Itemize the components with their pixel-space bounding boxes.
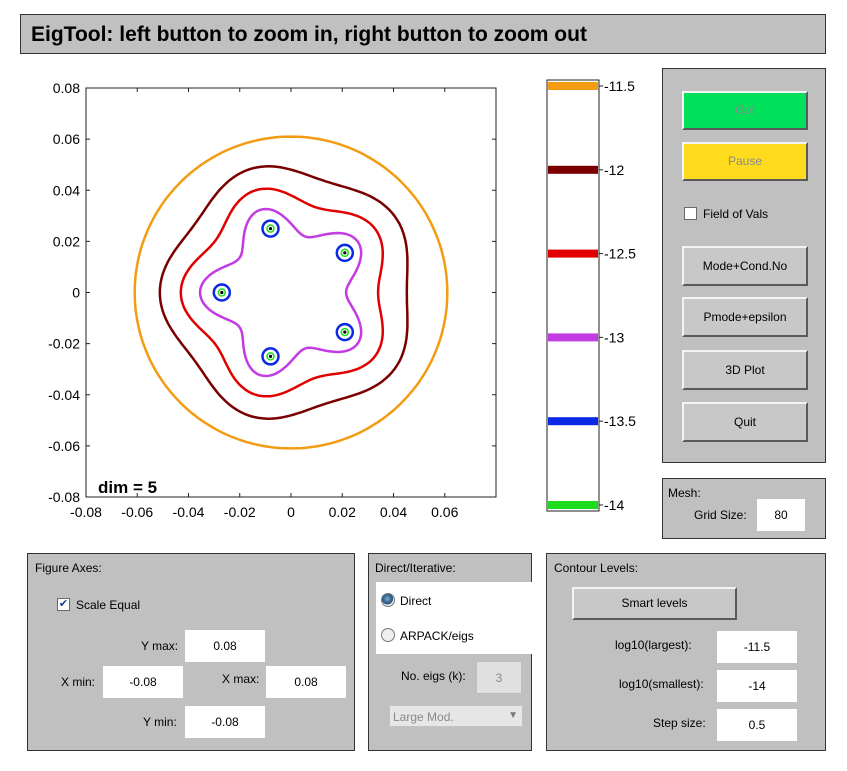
contour-levels-title: Contour Levels: xyxy=(554,561,639,575)
colorbar-label: -13 xyxy=(604,329,624,345)
mode-cond-button[interactable]: Mode+Cond.No xyxy=(682,246,808,286)
quit-button[interactable]: Quit xyxy=(682,402,808,442)
y-tick-label: -0.06 xyxy=(48,438,80,454)
arpack-label: ARPACK/eigs xyxy=(400,629,474,643)
smallest-input[interactable]: -14 xyxy=(717,670,797,702)
figure-axes-title: Figure Axes: xyxy=(35,561,102,575)
xmin-input[interactable]: -0.08 xyxy=(103,666,183,698)
y-tick-label: 0.02 xyxy=(53,233,80,249)
colorbar-label: -11.5 xyxy=(604,78,635,94)
smart-levels-button[interactable]: Smart levels xyxy=(572,587,737,620)
ymin-input[interactable]: -0.08 xyxy=(185,706,265,738)
chevron-down-icon: ▼ xyxy=(508,710,518,721)
largest-input[interactable]: -11.5 xyxy=(717,631,797,663)
y-tick-label: -0.08 xyxy=(48,489,80,505)
y-tick-label: 0.08 xyxy=(53,80,80,96)
step-size-input[interactable]: 0.5 xyxy=(717,709,797,741)
x-tick-label: -0.04 xyxy=(173,504,205,520)
grid-size-input[interactable]: 80 xyxy=(757,499,805,531)
field-of-vals-label: Field of Vals xyxy=(703,207,769,221)
num-eigs-input[interactable]: 3 xyxy=(476,661,522,694)
colorbar: -11.5 -12 -12.5 -13 -13.5 -14 xyxy=(546,78,636,513)
eigenvalue-inner-contour xyxy=(340,248,350,258)
colorbar-label: -13.5 xyxy=(604,413,636,429)
colorbar-swatch xyxy=(548,82,598,90)
colorbar-swatch xyxy=(548,165,598,174)
colorbar-swatch xyxy=(548,333,598,342)
contour-level--13 xyxy=(198,207,363,378)
colorbar-swatch xyxy=(548,417,598,426)
eigenvalue-inner-contour xyxy=(266,352,275,361)
eigenvalue-inner-contour xyxy=(266,224,275,233)
xmax-input[interactable]: 0.08 xyxy=(266,666,346,698)
eigenvalue-dot xyxy=(343,330,347,334)
xmin-label: X min: xyxy=(61,675,96,689)
contour-lines xyxy=(133,135,449,450)
eigenvalue-contour xyxy=(261,219,280,238)
ymin-label: Y min: xyxy=(143,715,177,729)
mesh-title: Mesh: xyxy=(668,486,701,500)
pmode-epsilon-button[interactable]: Pmode+epsilon xyxy=(682,297,808,337)
y-tick-label: 0 xyxy=(72,285,80,301)
eigenvalue-contour xyxy=(335,243,355,263)
eigenvalue-contour xyxy=(335,322,355,342)
eigenvalue-contour xyxy=(261,347,280,366)
colorbar-swatch xyxy=(548,501,598,509)
eigenvalue-dot xyxy=(268,226,273,231)
method-radio-group xyxy=(376,582,532,654)
pseudospectra-plot[interactable]: -0.08 -0.06 -0.04 -0.02 0 0.02 0.04 0.06 0.080.… xyxy=(0,70,520,530)
y-tick-label: 0.04 xyxy=(53,182,80,198)
field-of-vals-checkbox[interactable] xyxy=(684,207,697,220)
colorbar-swatch xyxy=(548,249,598,258)
num-eigs-label: No. eigs (k): xyxy=(401,669,466,683)
x-tick-label: -0.02 xyxy=(224,504,256,520)
x-tick-label: -0.08 xyxy=(70,504,102,520)
window-title: EigTool: left button to zoom in, right b… xyxy=(20,14,826,54)
contour-level--12 xyxy=(158,165,409,420)
y-tick-label: 0.06 xyxy=(53,131,80,147)
x-tick-label: 0.02 xyxy=(329,504,356,520)
eigenvalue-inner-contour xyxy=(217,288,227,297)
x-tick-label: -0.06 xyxy=(121,504,153,520)
xmax-label: X max: xyxy=(222,672,260,686)
direct-radio[interactable] xyxy=(381,593,395,607)
eigenvalue-markers xyxy=(212,219,355,366)
colorbar-label: -12 xyxy=(604,162,624,178)
contour-level--11.5 xyxy=(133,135,449,450)
colorbar-label: -14 xyxy=(604,497,624,513)
y-tick-label: -0.04 xyxy=(48,387,80,403)
eigenvalue-contour xyxy=(212,283,232,302)
direct-iterative-title: Direct/Iterative: xyxy=(375,561,456,575)
which-eigs-select[interactable]: Large Mod. ▼ xyxy=(389,705,523,727)
x-tick-label: 0.04 xyxy=(380,504,407,520)
which-eigs-value: Large Mod. xyxy=(393,710,454,724)
eigenvalue-dot xyxy=(220,290,224,295)
ymax-label: Y max: xyxy=(141,639,179,653)
ymax-input[interactable]: 0.08 xyxy=(185,630,265,662)
eigenvalue-dot xyxy=(268,354,273,359)
y-tick-label: -0.02 xyxy=(48,336,80,352)
eigenvalue-inner-contour xyxy=(340,327,350,337)
dim-label: dim = 5 xyxy=(98,478,157,497)
step-size-label: Step size: xyxy=(653,716,706,730)
x-tick-label: 0.06 xyxy=(431,504,458,520)
y-axis-ticks: 0.08 0.06 0.04 0.02 0 -0.02 -0.04 -0.06 -0.08 xyxy=(48,80,496,505)
x-axis-ticks: -0.08 -0.06 -0.04 -0.02 0 0.02 0.04 0.06 xyxy=(70,88,459,520)
scale-equal-label: Scale Equal xyxy=(76,598,141,612)
largest-label: log10(largest): xyxy=(615,638,692,652)
contour-level--12.5 xyxy=(179,187,385,398)
arpack-radio[interactable] xyxy=(381,628,395,642)
grid-size-label: Grid Size: xyxy=(694,508,747,522)
pause-button[interactable]: Pause xyxy=(682,142,808,181)
direct-label: Direct xyxy=(400,594,432,608)
colorbar-label: -12.5 xyxy=(604,246,636,262)
go-button[interactable]: Go! xyxy=(682,91,808,130)
3d-plot-button[interactable]: 3D Plot xyxy=(682,350,808,390)
eigenvalue-dot xyxy=(343,251,347,255)
x-tick-label: 0 xyxy=(287,504,295,520)
smallest-label: log10(smallest): xyxy=(619,677,704,691)
scale-equal-checkbox[interactable]: ✔ xyxy=(57,598,70,611)
